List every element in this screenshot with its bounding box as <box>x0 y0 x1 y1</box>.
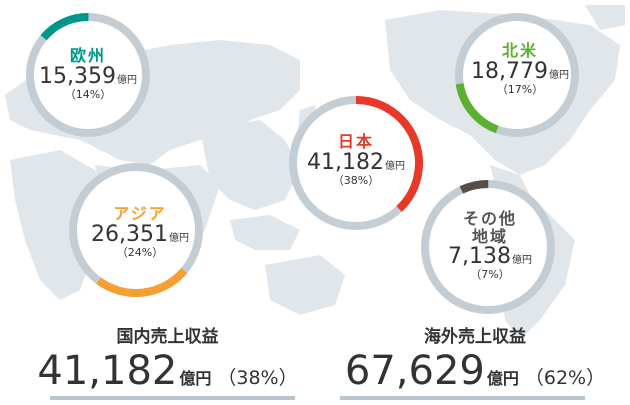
asia-unit: 億円 <box>168 232 189 244</box>
japan-unit: 億円 <box>384 160 405 172</box>
other-name-line1: その他 <box>462 209 517 228</box>
domestic-title: 国内売上収益 <box>116 327 219 347</box>
overseas-total: 海外売上収益 67,629 億円 （62%） <box>330 322 620 391</box>
other-ring-inner <box>429 188 547 306</box>
domestic-underline <box>50 396 295 400</box>
domestic-unit: 億円 <box>179 369 212 388</box>
north-america-ring-track <box>455 13 579 137</box>
overseas-title: 海外売上収益 <box>424 327 526 347</box>
asia-pct: （24%） <box>116 245 164 259</box>
asia-name: アジア <box>113 204 167 223</box>
domestic-pct: （38%） <box>217 367 298 389</box>
other-name-line2: 地域 <box>471 226 508 246</box>
japan-pct: （38%） <box>332 173 380 187</box>
north-america-ring-arc <box>455 83 499 134</box>
asia-ring-inner <box>77 171 195 289</box>
other-value: 7,138 <box>448 244 511 270</box>
other-pct: （7%） <box>470 268 510 282</box>
north-america-unit: 億円 <box>548 69 569 81</box>
europe-ring-inner <box>34 21 142 129</box>
europe-ring-arc <box>40 13 89 41</box>
north-america-label: 北米 18,779億円 （17%） <box>460 42 580 96</box>
north-america-value: 18,779 <box>471 58 548 84</box>
europe-name: 欧州 <box>69 46 106 65</box>
japan-ring-inner <box>297 104 415 222</box>
overseas-unit: 億円 <box>486 369 519 388</box>
japan-label: 日本 41,182億円 （38%） <box>296 133 416 187</box>
asia-label: アジア 26,351億円 （24%） <box>80 205 200 259</box>
europe-value: 15,359 <box>39 63 116 89</box>
europe-label: 欧州 15,359億円 （14%） <box>28 47 148 101</box>
europe-unit: 億円 <box>116 74 137 86</box>
overseas-pct: （62%） <box>524 367 606 389</box>
domestic-total: 国内売上収益 41,182 億円 （38%） <box>30 322 305 391</box>
north-america-ring-inner <box>463 21 571 129</box>
japan-name: 日本 <box>337 132 374 151</box>
japan-ring-arc <box>355 96 423 212</box>
asia-value: 26,351 <box>91 221 168 247</box>
other-ring-arc <box>459 179 489 194</box>
japan-value: 41,182 <box>307 149 384 175</box>
north-america-name: 北米 <box>501 41 538 60</box>
domestic-value: 41,182 <box>37 348 178 394</box>
north-america-pct: （17%） <box>496 82 544 96</box>
overseas-underline <box>340 396 585 400</box>
overseas-value: 67,629 <box>344 348 485 394</box>
asia-ring-arc <box>96 267 188 297</box>
other-label: その他 地域 7,138億円 （7%） <box>430 210 550 281</box>
other-unit: 億円 <box>511 255 532 267</box>
europe-pct: （14%） <box>64 87 112 101</box>
